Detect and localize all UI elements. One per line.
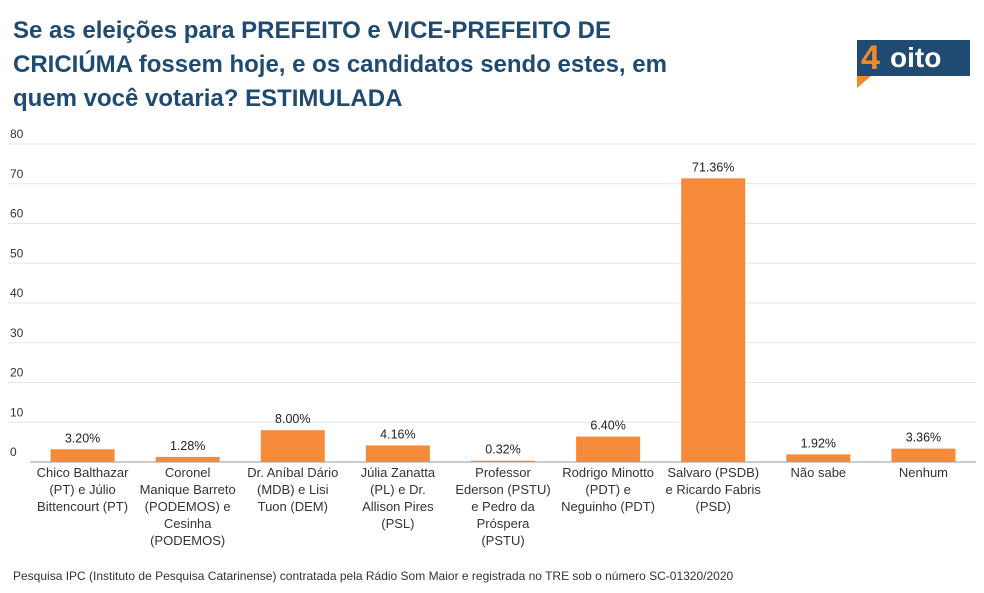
source-footnote: Pesquisa IPC (Instituto de Pesquisa Cata… bbox=[13, 569, 734, 583]
bar bbox=[50, 449, 115, 462]
bar-chart: 0 10 20 30 40 50 60 70 80 3.20% Chico Balthazar (PT… bbox=[8, 127, 976, 548]
data-label: 71.36% bbox=[692, 160, 734, 174]
data-label: 8.00% bbox=[275, 412, 310, 426]
x-category-label: Coronel Manique Barreto (PODEMOS) e Cesinha… bbox=[140, 465, 236, 548]
data-label: 1.28% bbox=[170, 439, 205, 453]
x-category-label: Não sabe bbox=[791, 465, 847, 480]
data-label: 0.32% bbox=[485, 443, 520, 457]
bar bbox=[260, 430, 325, 462]
x-category-label: Dr. Aníbal Dário (MDB) e Lisi Tuon (DEM) bbox=[247, 465, 338, 514]
x-category-label: Salvaro (PSDB) e Ricardo Fabris (PSD) bbox=[666, 465, 762, 514]
y-tick-label: 20 bbox=[10, 366, 24, 380]
x-category-label: Júlia Zanatta (PL) e Dr. Allison Pires (PSL… bbox=[361, 465, 436, 531]
data-label: 4.16% bbox=[380, 427, 415, 441]
y-tick-label: 10 bbox=[10, 405, 24, 419]
data-label: 3.20% bbox=[65, 431, 100, 445]
bar bbox=[681, 178, 746, 462]
x-category-label: Nenhum bbox=[899, 465, 948, 480]
y-tick-label: 70 bbox=[10, 167, 24, 181]
data-label: 3.36% bbox=[906, 431, 941, 445]
y-tick-label: 60 bbox=[10, 207, 24, 221]
bar bbox=[786, 454, 851, 462]
y-tick-label: 40 bbox=[10, 286, 24, 300]
y-tick-label: 0 bbox=[10, 445, 17, 459]
logo-number: 4 bbox=[861, 39, 880, 77]
logo-text: oito bbox=[890, 42, 942, 73]
x-category-label: Rodrigo Minotto (PDT) e Neguinho (PDT) bbox=[561, 465, 655, 514]
bar bbox=[155, 456, 220, 462]
y-tick-label: 50 bbox=[10, 246, 24, 260]
data-label: 1.92% bbox=[801, 436, 836, 450]
x-category-label: Chico Balthazar (PT) e Júlio Bittencourt (… bbox=[37, 465, 129, 514]
brand-logo: 4 oito bbox=[857, 39, 970, 88]
bar bbox=[365, 445, 430, 462]
bar bbox=[576, 436, 641, 462]
chart-title: Se as eleições para PREFEITO e VICE-PREF… bbox=[13, 17, 667, 112]
data-label: 6.40% bbox=[590, 419, 625, 433]
bar bbox=[471, 460, 535, 462]
y-tick-label: 30 bbox=[10, 326, 24, 340]
bar bbox=[891, 448, 956, 462]
y-tick-label: 80 bbox=[10, 127, 24, 141]
x-category-label: Professor Ederson (PSTU) e Pedro da Prósper… bbox=[455, 465, 550, 548]
